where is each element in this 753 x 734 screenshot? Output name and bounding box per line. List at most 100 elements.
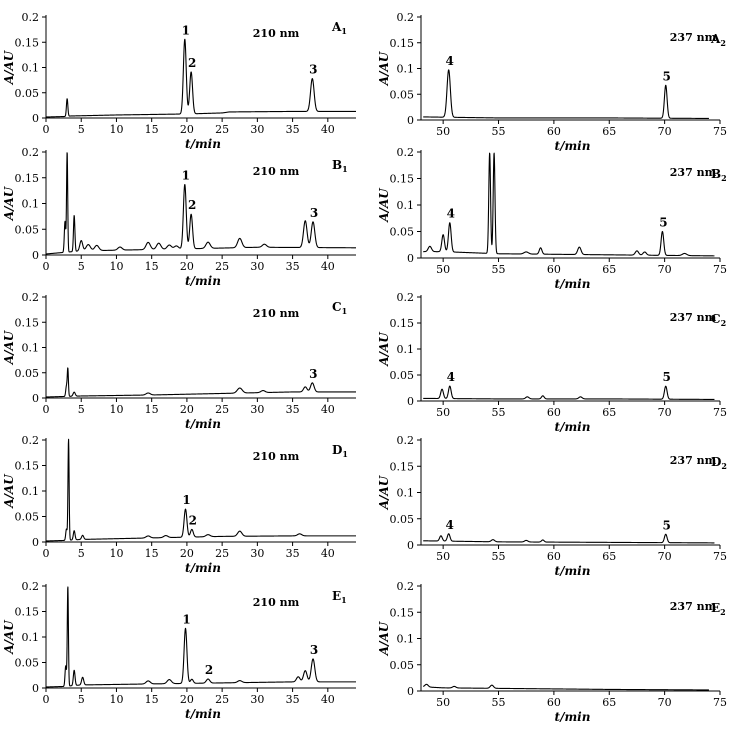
y-tick-label: 0.15 — [15, 36, 40, 49]
chromatogram-trace — [45, 152, 357, 255]
x-tick-label: 55 — [492, 550, 506, 563]
panel-label: D1 — [332, 443, 348, 459]
y-tick-label: 0.15 — [390, 460, 415, 473]
x-tick-label: 75 — [713, 406, 727, 419]
y-tick-label: 0.05 — [390, 369, 415, 382]
y-tick-label: 0.2 — [22, 291, 40, 304]
y-axis-label: A/AU — [2, 329, 16, 365]
wavelength-label: 210 nm — [253, 450, 300, 463]
y-tick-label: 0.15 — [390, 37, 415, 50]
peak-number-label: 1 — [182, 493, 190, 507]
x-tick-label: 60 — [547, 550, 561, 563]
y-tick-label: 0 — [32, 392, 39, 405]
y-tick-label: 0.15 — [15, 316, 40, 329]
y-axis-label: A/AU — [377, 331, 391, 367]
x-tick-label: 10 — [109, 547, 123, 560]
y-tick-label: 0.15 — [15, 172, 40, 185]
x-tick-label: 35 — [286, 260, 300, 273]
x-tick-label: 65 — [602, 406, 616, 419]
y-axis-label: A/AU — [2, 185, 16, 221]
x-tick-label: 20 — [180, 693, 194, 706]
x-axis-label: t/min — [555, 277, 591, 291]
y-tick-label: 0.2 — [22, 11, 40, 24]
x-tick-label: 5 — [78, 693, 85, 706]
y-tick-label: 0.1 — [22, 62, 40, 75]
panel-label: C2 — [711, 312, 726, 328]
y-tick-label: 0 — [32, 112, 39, 125]
panel-label: B1 — [332, 158, 348, 174]
y-tick-label: 0.2 — [22, 580, 40, 593]
x-tick-label: 75 — [713, 263, 727, 276]
chromatogram-panel: 0 0.05 0.1 0.15 0.2 50 55 60 65 70 75 A/AU t/min 4 5 23… — [377, 434, 727, 578]
x-tick-label: 15 — [145, 403, 159, 416]
x-tick-label: 15 — [145, 123, 159, 136]
x-tick-label: 25 — [215, 693, 229, 706]
chromatogram-trace — [45, 438, 357, 542]
y-tick-label: 0.2 — [22, 146, 40, 159]
x-tick-label: 15 — [145, 260, 159, 273]
peak-number-label: 2 — [189, 513, 197, 527]
peak-number-label: 1 — [182, 23, 190, 37]
x-tick-label: 35 — [286, 693, 300, 706]
x-tick-label: 65 — [602, 125, 616, 138]
y-tick-label: 0.1 — [397, 487, 415, 500]
y-tick-label: 0.1 — [397, 343, 415, 356]
chromatogram-panel: 0 0.05 0.1 0.15 0.2 0 5 10 15 20 25 30 35 40 A/AU t/min… — [2, 434, 357, 575]
x-tick-label: 50 — [436, 406, 450, 419]
x-tick-label: 55 — [492, 263, 506, 276]
x-axis-label: t/min — [185, 707, 221, 721]
y-axis-label: A/AU — [2, 619, 16, 655]
x-axis-label: t/min — [555, 710, 591, 724]
x-axis-label: t/min — [555, 420, 591, 434]
x-axis-label: t/min — [555, 564, 591, 578]
x-tick-label: 75 — [713, 550, 727, 563]
y-axis-label: A/AU — [2, 49, 16, 85]
x-tick-label: 15 — [145, 547, 159, 560]
x-tick-label: 35 — [286, 403, 300, 416]
x-tick-label: 20 — [180, 547, 194, 560]
y-tick-label: 0.2 — [397, 580, 415, 593]
x-tick-label: 55 — [492, 125, 506, 138]
y-tick-label: 0.15 — [390, 317, 415, 330]
peak-number-label: 2 — [205, 663, 213, 677]
x-tick-label: 70 — [658, 406, 672, 419]
x-axis-label: t/min — [185, 137, 221, 151]
x-tick-label: 55 — [492, 406, 506, 419]
x-tick-label: 25 — [215, 547, 229, 560]
panel-label: E1 — [332, 589, 347, 605]
chromatogram-panel: 0 0.05 0.1 0.15 0.2 0 5 10 15 20 25 30 35 40 A/AU t/min… — [2, 580, 357, 721]
y-tick-label: 0.05 — [15, 367, 40, 380]
peak-number-label: 4 — [447, 370, 455, 384]
x-tick-label: 70 — [658, 263, 672, 276]
panel-label: B2 — [711, 167, 727, 183]
peak-number-label: 1 — [182, 612, 190, 626]
x-tick-label: 0 — [43, 260, 50, 273]
wavelength-label: 210 nm — [253, 307, 300, 320]
y-tick-label: 0.05 — [390, 226, 415, 239]
x-tick-label: 60 — [547, 125, 561, 138]
peak-number-label: 3 — [309, 367, 317, 381]
x-tick-label: 60 — [547, 263, 561, 276]
peak-number-label: 2 — [188, 198, 196, 212]
x-tick-label: 25 — [215, 123, 229, 136]
peak-number-label: 5 — [663, 518, 671, 532]
x-tick-label: 65 — [602, 263, 616, 276]
y-tick-label: 0.05 — [390, 659, 415, 672]
y-tick-label: 0 — [407, 685, 414, 698]
chromatogram-panel: 0 0.05 0.1 0.15 0.2 50 55 60 65 70 75 A/AU t/min 4 5 23… — [377, 11, 727, 153]
chromatogram-panel: 0 0.05 0.1 0.15 0.2 0 5 10 15 20 25 30 35 40 A/AU t/min… — [2, 146, 357, 288]
wavelength-label: 210 nm — [253, 596, 300, 609]
chromatogram-trace — [422, 69, 710, 119]
x-axis-label: t/min — [185, 561, 221, 575]
panel-label: E2 — [711, 601, 726, 617]
chromatogram-trace — [422, 152, 715, 257]
x-tick-label: 10 — [109, 403, 123, 416]
chromatogram-trace — [422, 385, 715, 400]
y-tick-label: 0.2 — [397, 291, 415, 304]
y-tick-label: 0 — [32, 536, 39, 549]
x-tick-label: 70 — [658, 125, 672, 138]
x-tick-label: 0 — [43, 123, 50, 136]
x-tick-label: 30 — [250, 403, 264, 416]
y-tick-label: 0 — [407, 539, 414, 552]
